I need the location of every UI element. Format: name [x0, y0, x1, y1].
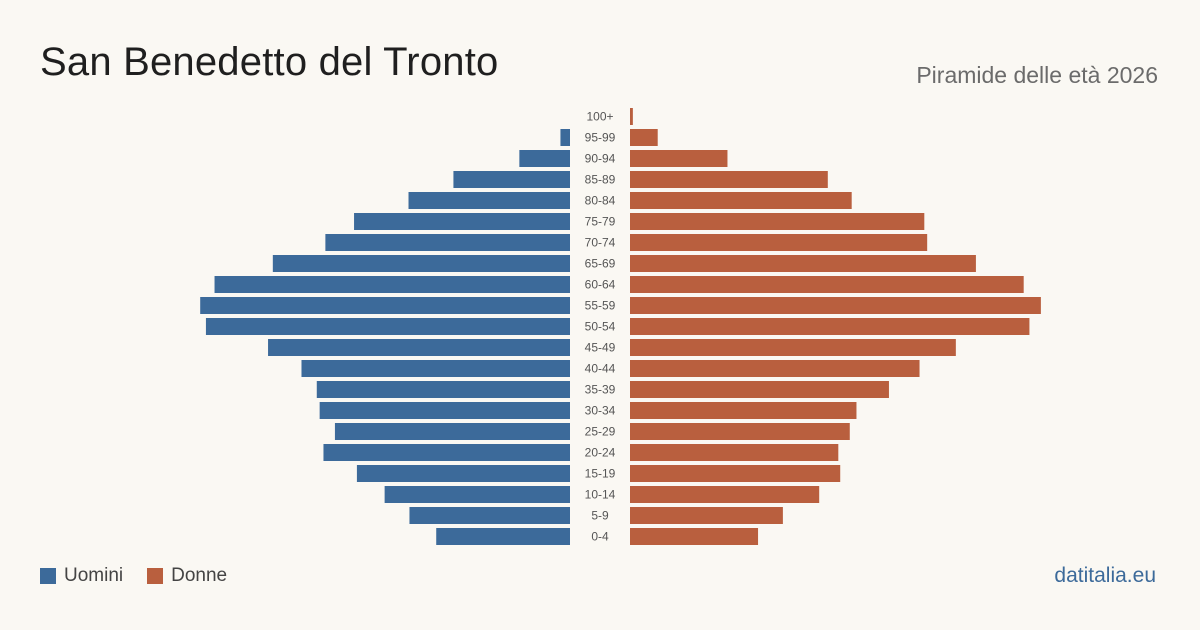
- legend-swatch-women: [147, 568, 164, 584]
- bar-men-80-84: [408, 192, 570, 209]
- bar-men-40-44: [301, 360, 570, 377]
- bar-women-90-94: [630, 150, 728, 167]
- age-label-95-99: 95-99: [585, 131, 616, 145]
- legend-swatch-men: [40, 568, 56, 584]
- age-label-45-49: 45-49: [585, 341, 616, 355]
- bar-women-100+: [630, 108, 633, 125]
- age-label-55-59: 55-59: [585, 299, 616, 313]
- bar-men-0-4: [436, 528, 570, 545]
- bar-men-55-59: [200, 297, 570, 314]
- bar-women-35-39: [630, 381, 889, 398]
- bar-women-70-74: [630, 234, 928, 251]
- bar-women-65-69: [630, 255, 976, 272]
- bar-women-75-79: [630, 213, 925, 230]
- bar-women-30-34: [630, 402, 857, 419]
- chart-subtitle: Piramide delle età 2026: [916, 62, 1158, 88]
- bar-women-5-9: [630, 507, 783, 524]
- age-label-75-79: 75-79: [585, 215, 616, 229]
- chart-title: San Benedetto del Tronto: [40, 40, 499, 84]
- bar-women-85-89: [630, 171, 828, 188]
- age-label-35-39: 35-39: [585, 383, 616, 397]
- bar-men-30-34: [319, 402, 570, 419]
- bar-men-95-99: [560, 129, 570, 146]
- age-label-10-14: 10-14: [585, 488, 616, 502]
- age-label-30-34: 30-34: [585, 404, 616, 418]
- bar-men-25-29: [334, 423, 570, 440]
- bar-men-45-49: [268, 339, 570, 356]
- age-label-0-4: 0-4: [591, 530, 609, 544]
- age-label-40-44: 40-44: [585, 362, 616, 376]
- bar-men-65-69: [272, 255, 570, 272]
- legend-label-men: Uomini: [64, 565, 124, 586]
- bar-women-25-29: [630, 423, 850, 440]
- bar-women-50-54: [630, 318, 1030, 335]
- legend: Uomini Donne: [40, 565, 227, 587]
- age-label-60-64: 60-64: [585, 278, 616, 292]
- bar-women-80-84: [630, 192, 852, 209]
- bar-women-55-59: [630, 297, 1041, 314]
- age-label-65-69: 65-69: [585, 257, 616, 271]
- age-label-100+: 100+: [586, 110, 613, 124]
- bar-women-60-64: [630, 276, 1024, 293]
- legend-item-men: Uomini: [40, 565, 123, 587]
- legend-item-women: Donne: [147, 565, 227, 587]
- bar-women-15-19: [630, 465, 841, 482]
- bar-men-50-54: [205, 318, 570, 335]
- bar-men-20-24: [323, 444, 570, 461]
- age-label-25-29: 25-29: [585, 425, 616, 439]
- bar-men-5-9: [409, 507, 570, 524]
- bar-women-95-99: [630, 129, 658, 146]
- bar-men-35-39: [316, 381, 570, 398]
- bar-women-0-4: [630, 528, 759, 545]
- bar-men-60-64: [214, 276, 571, 293]
- bar-women-40-44: [630, 360, 920, 377]
- age-label-85-89: 85-89: [585, 173, 616, 187]
- bar-men-75-79: [354, 213, 570, 230]
- age-label-80-84: 80-84: [585, 194, 616, 208]
- legend-label-women: Donne: [171, 565, 228, 586]
- bar-women-45-49: [630, 339, 956, 356]
- bar-men-10-14: [384, 486, 570, 503]
- age-label-70-74: 70-74: [585, 236, 616, 250]
- age-label-90-94: 90-94: [585, 152, 616, 166]
- bar-women-20-24: [630, 444, 839, 461]
- bar-men-70-74: [325, 234, 570, 251]
- bar-men-90-94: [519, 150, 570, 167]
- bar-men-85-89: [453, 171, 570, 188]
- brand-link[interactable]: datitalia.eu: [1054, 564, 1156, 587]
- bar-women-10-14: [630, 486, 820, 503]
- age-label-5-9: 5-9: [591, 509, 609, 523]
- age-label-20-24: 20-24: [585, 446, 616, 460]
- age-label-15-19: 15-19: [585, 467, 616, 481]
- bar-men-15-19: [356, 465, 570, 482]
- age-label-50-54: 50-54: [585, 320, 616, 334]
